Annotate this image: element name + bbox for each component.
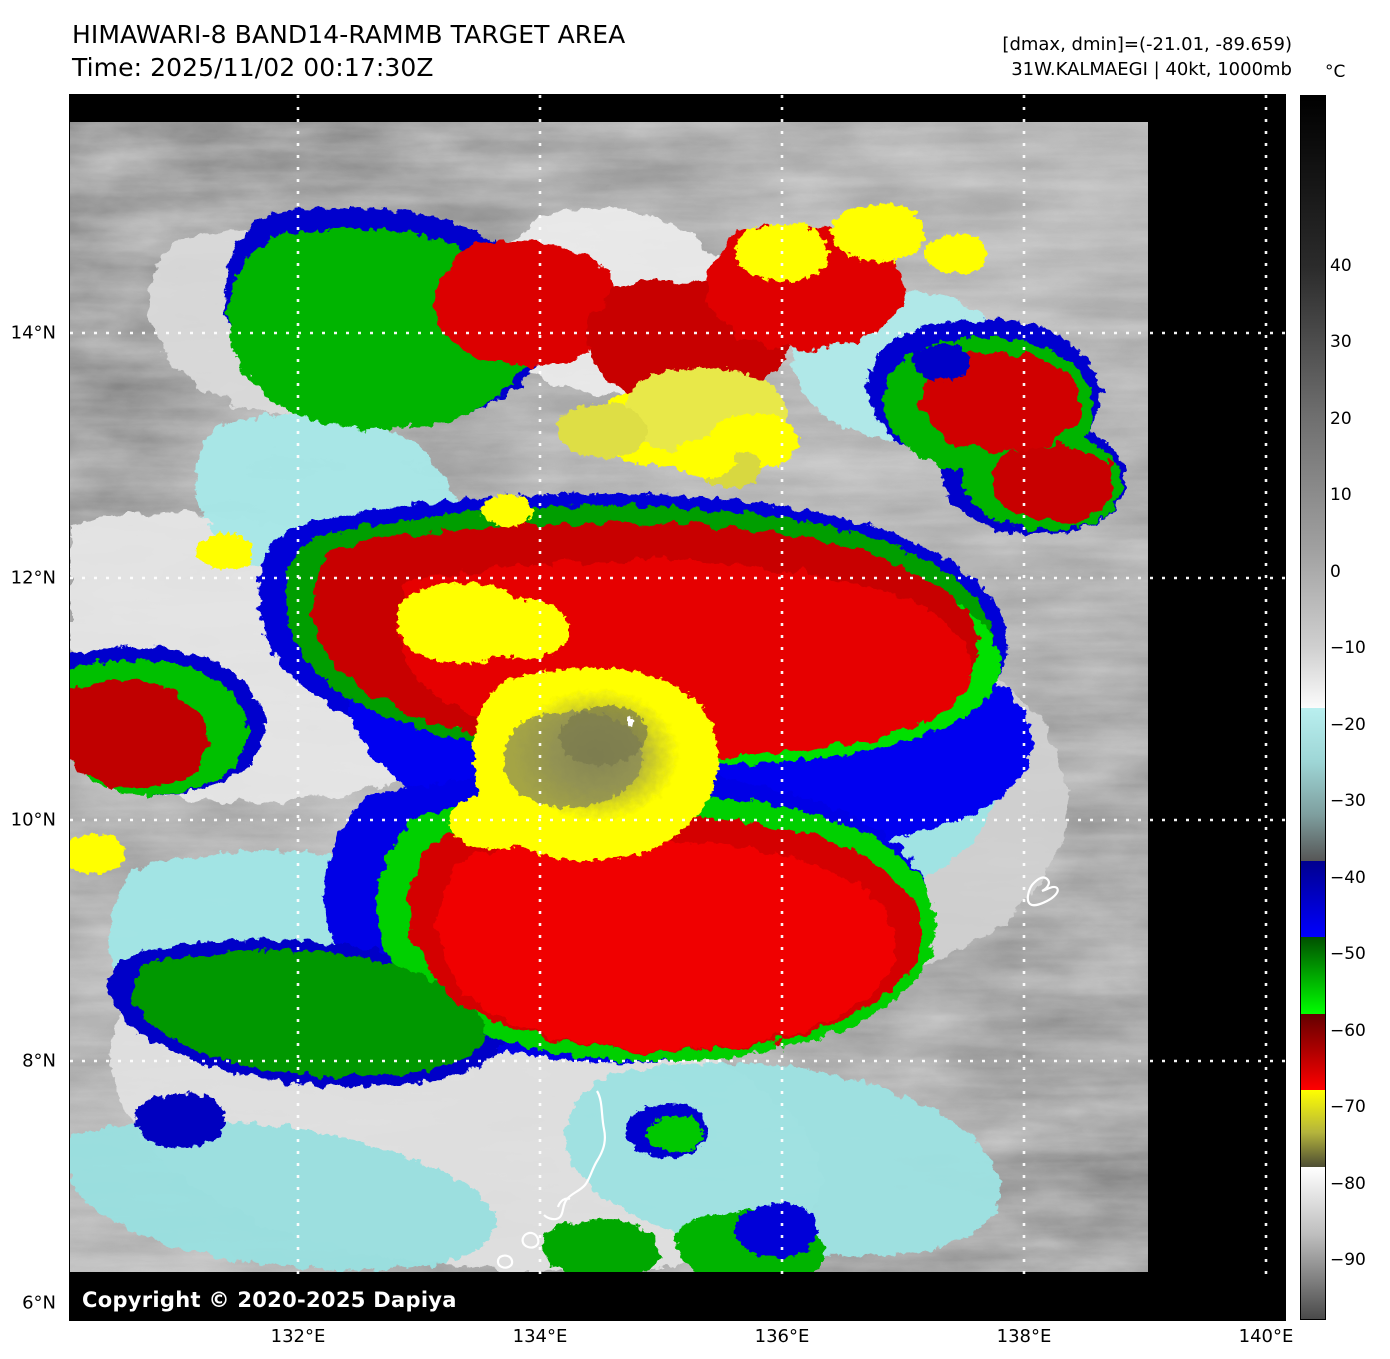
- cyclone-eye-core: [449, 667, 719, 861]
- ctick-label: 30: [1330, 332, 1352, 352]
- ctick-label: −30: [1330, 791, 1366, 811]
- colorbar-gradient: [1301, 96, 1325, 1319]
- latitude-axis: 6°N 8°N 10°N 12°N 14°N: [0, 95, 64, 1320]
- ytick-label: 6°N: [22, 1292, 56, 1314]
- ytick-label: 12°N: [10, 567, 56, 589]
- ctick-label: 40: [1330, 256, 1352, 276]
- copyright-text: Copyright © 2020-2025 Dapiya: [82, 1288, 457, 1312]
- ctick-label: −60: [1330, 1021, 1366, 1041]
- colorbar-tick-labels: 40 30 20 10 0 −10 −20 −30 −40 −50 −60 −7…: [1330, 95, 1388, 1320]
- ir-brightness-field: [70, 122, 1148, 1272]
- ytick-label: 10°N: [10, 809, 56, 831]
- ctick-label: −80: [1330, 1174, 1366, 1194]
- colorbar-unit-label: °C: [1325, 62, 1346, 82]
- ctick-label: 0: [1330, 562, 1341, 582]
- ctick-label: 20: [1330, 409, 1352, 429]
- ctick-label: 10: [1330, 485, 1352, 505]
- satellite-imagery: [70, 95, 1285, 1320]
- ctick-label: −70: [1330, 1097, 1366, 1117]
- ctick-label: −20: [1330, 715, 1366, 735]
- xtick-label: 140°E: [1238, 1326, 1294, 1347]
- metadata-block: [dmax, dmin]=(-21.01, -89.659) 31W.KALMA…: [1002, 32, 1292, 82]
- ctick-label: −40: [1330, 868, 1366, 888]
- storm-info-label: 31W.KALMAEGI | 40kt, 1000mb: [1011, 59, 1292, 80]
- ctick-label: −90: [1330, 1250, 1366, 1270]
- ctick-label: −10: [1330, 638, 1366, 658]
- temperature-colorbar: [1300, 95, 1326, 1320]
- xtick-label: 138°E: [996, 1326, 1052, 1347]
- xtick-label: 136°E: [754, 1326, 810, 1347]
- dmax-dmin-label: [dmax, dmin]=(-21.01, -89.659): [1002, 34, 1292, 55]
- ctick-label: −50: [1330, 944, 1366, 964]
- longitude-axis: 132°E 134°E 136°E 138°E 140°E: [70, 1326, 1294, 1356]
- title-line-2: Time: 2025/11/02 00:17:30Z: [72, 53, 434, 82]
- ytick-label: 8°N: [22, 1050, 56, 1072]
- satellite-image-plot: Copyright © 2020-2025 Dapiya: [70, 95, 1285, 1320]
- coastline-outlines: [496, 876, 1059, 1269]
- copyright-band: Copyright © 2020-2025 Dapiya: [70, 1276, 1285, 1320]
- ytick-label: 14°N: [10, 322, 56, 344]
- xtick-label: 132°E: [270, 1326, 326, 1347]
- map-gridlines: [70, 95, 1285, 1320]
- xtick-label: 134°E: [512, 1326, 568, 1347]
- title-line-1: HIMAWARI-8 BAND14-RAMMB TARGET AREA: [72, 20, 626, 49]
- page-title: HIMAWARI-8 BAND14-RAMMB TARGET AREA Time…: [72, 18, 625, 84]
